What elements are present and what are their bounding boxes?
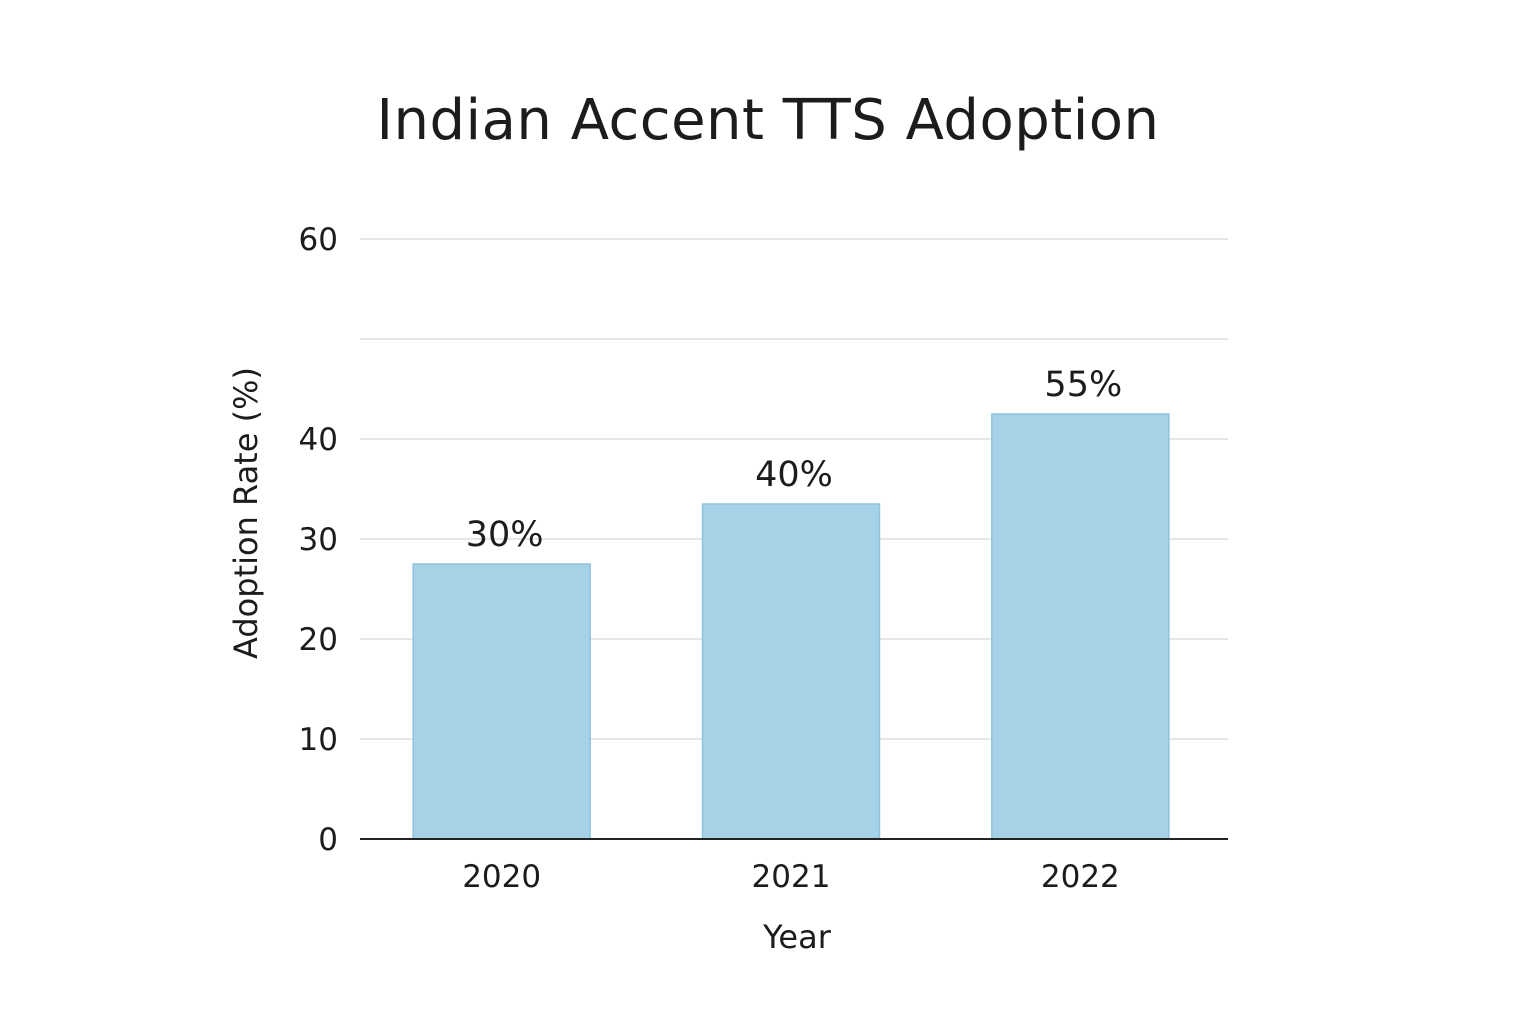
bar-2021 <box>701 503 881 840</box>
y-tick-label: 60 <box>299 222 338 258</box>
bar-2022 <box>991 413 1170 840</box>
bars <box>412 413 1170 840</box>
y-axis-title: Adoption Rate (%) <box>227 367 265 659</box>
data-label: 40% <box>755 455 833 495</box>
y-tick-label: 20 <box>299 622 338 658</box>
x-axis-title: Year <box>762 918 832 956</box>
y-tick-label: 30 <box>299 522 338 558</box>
y-tick-label: 0 <box>318 822 338 858</box>
data-label: 55% <box>1044 365 1122 405</box>
x-tick-label: 2022 <box>1041 859 1120 895</box>
chart-title: Indian Accent TTS Adoption <box>376 88 1160 153</box>
data-label: 30% <box>466 515 544 555</box>
x-tick-label: 2021 <box>752 859 831 895</box>
labels: 0 10 20 30 40 60 30% 2020 40% 2021 55% 2022 <box>299 222 1123 895</box>
x-tick-label: 2020 <box>462 859 541 895</box>
y-tick-label: 40 <box>299 422 338 458</box>
y-tick-label: 10 <box>299 722 338 758</box>
bar-2020 <box>412 563 591 840</box>
